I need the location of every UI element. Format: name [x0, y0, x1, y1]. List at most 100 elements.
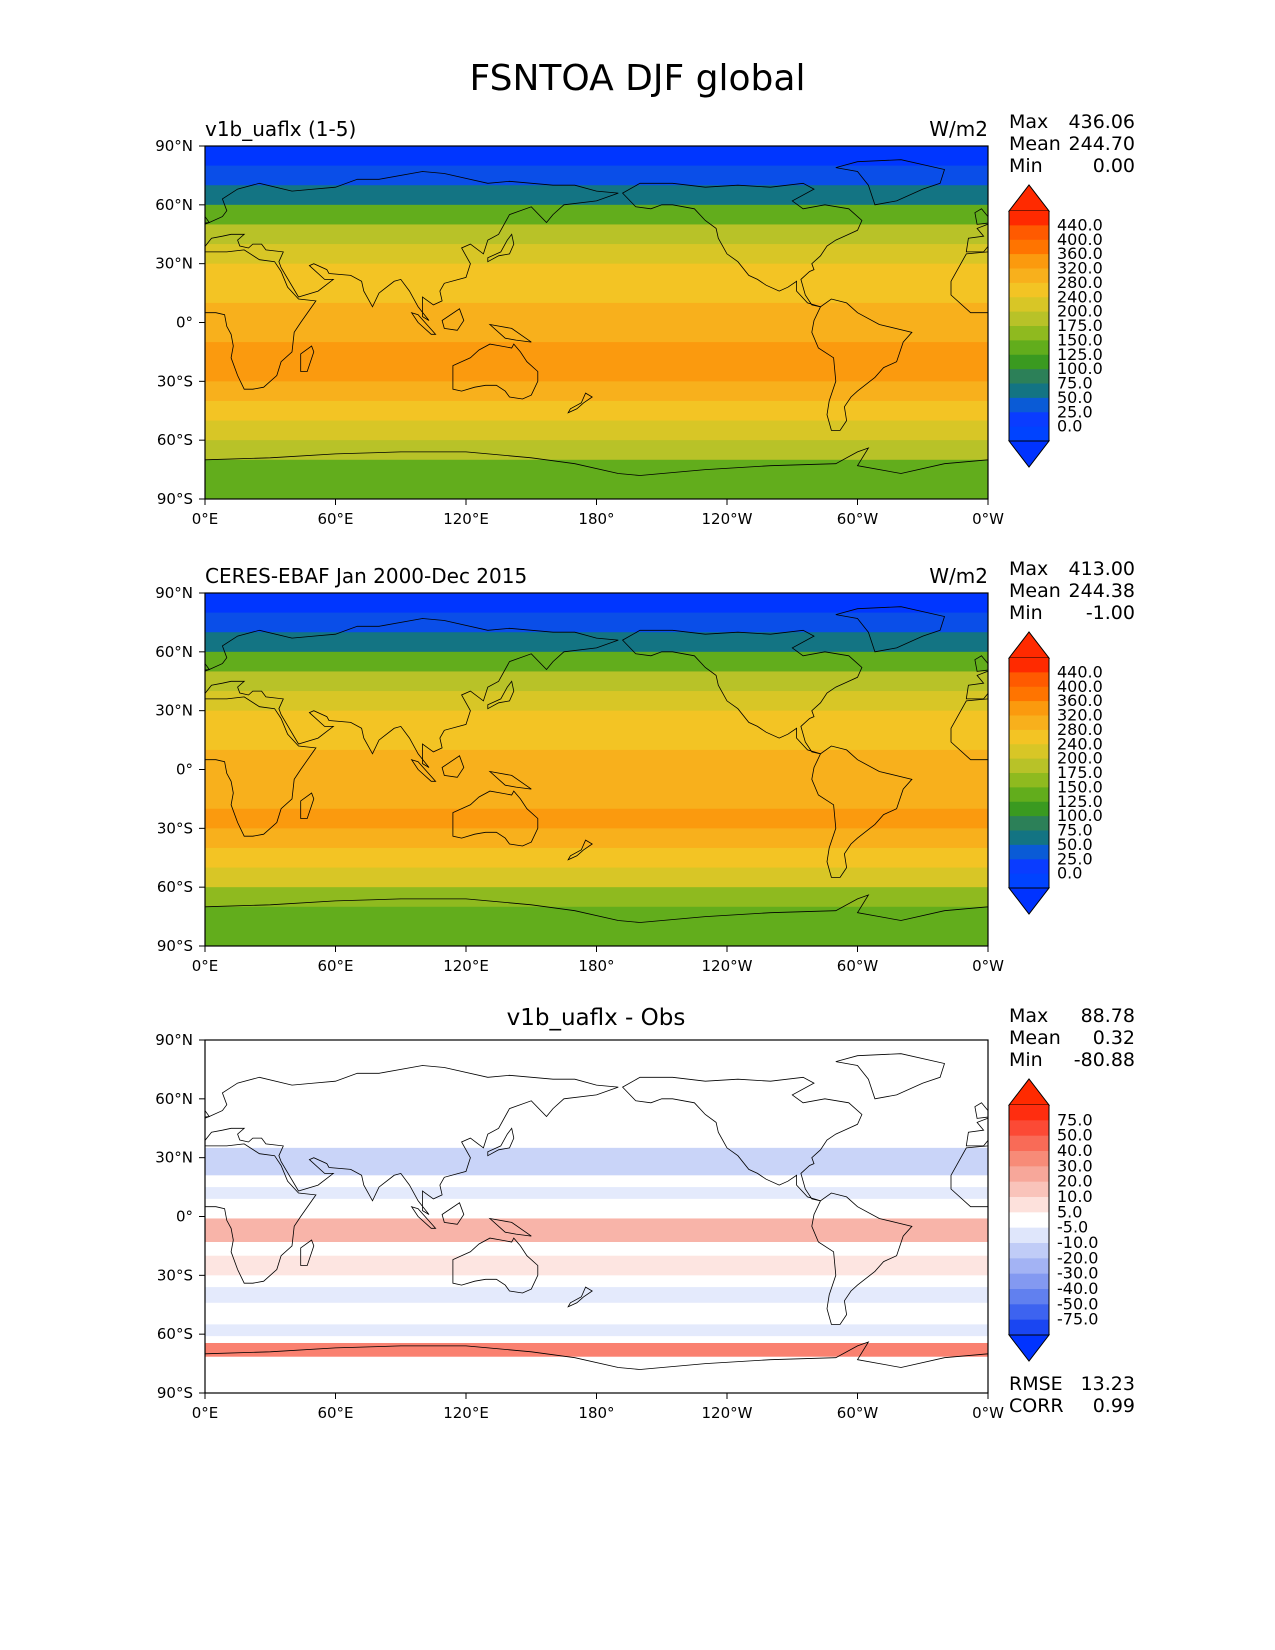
- colorbar-swatch: [1009, 254, 1049, 269]
- y-tick-label: 60°S: [157, 878, 193, 896]
- colorbar-label: 40.0: [1057, 1141, 1093, 1160]
- coastline: [950, 251, 988, 314]
- stat-label: Max: [1009, 111, 1049, 133]
- colorbar-label: 400.0: [1057, 230, 1103, 249]
- anomaly-band: [205, 1187, 988, 1199]
- coastline: [1195, 1207, 1219, 1229]
- zonal-band: [205, 381, 988, 402]
- colorbar-swatch: [1009, 1151, 1049, 1167]
- x-tick-label: 120°W: [702, 510, 753, 528]
- colorbar-swatch: [1009, 1273, 1049, 1290]
- stat-label: RMSE: [1009, 1373, 1063, 1395]
- coastline: [621, 182, 863, 308]
- coastline: [1236, 344, 1275, 399]
- colorbar-swatch: [1009, 859, 1049, 875]
- colorbar-label: 30.0: [1057, 1156, 1093, 1175]
- colorbar-swatch: [1009, 1197, 1049, 1213]
- coastline: [1271, 1128, 1275, 1155]
- colorbar-swatch: [1009, 873, 1049, 889]
- zonal-band: [205, 749, 988, 771]
- coastline: [205, 171, 619, 321]
- colorbar-label: 5.0: [1057, 1202, 1082, 1221]
- colorbar-label: -40.0: [1057, 1279, 1098, 1298]
- colorbar-label: 100.0: [1057, 806, 1103, 825]
- coastline: [811, 298, 913, 431]
- stat-value: 436.06: [1068, 111, 1135, 133]
- panel-reference-stats: Max 413.00 Mean 244.38 Min -1.00: [1009, 558, 1135, 624]
- coastline: [1271, 681, 1275, 708]
- zonal-band: [205, 322, 988, 343]
- colorbar-swatch: [1009, 686, 1049, 702]
- y-tick-label: 0°: [176, 761, 193, 779]
- coastline: [974, 208, 988, 225]
- coastlines: [205, 606, 1275, 946]
- colorbar-swatch: [1009, 1181, 1049, 1198]
- coastline: [487, 233, 515, 263]
- x-tick-label: 0°E: [192, 510, 219, 528]
- coastline: [205, 894, 988, 946]
- colorbar-label: 150.0: [1057, 777, 1103, 796]
- coastline: [974, 655, 988, 672]
- panel-difference-plot: 0°E 60°E 120°E 180° 120°W 60°W 0°W 90°N 60°N 30°N…: [155, 1031, 1275, 1422]
- panel-test-stats: Max 436.06 Mean 244.70 Min 0.00: [1009, 111, 1135, 177]
- colorbar-label: 100.0: [1057, 359, 1103, 378]
- colorbar-label: 240.0: [1057, 734, 1103, 753]
- colorbar-swatch: [1009, 1105, 1049, 1121]
- colorbar-label: 0.0: [1057, 864, 1082, 883]
- coastline: [487, 680, 515, 710]
- zonal-band: [205, 420, 988, 441]
- field-background: [205, 1040, 988, 1393]
- x-tick-label: 0°W: [972, 1404, 1004, 1422]
- colorbar-extend-bottom: [1007, 1334, 1051, 1362]
- panel-reference-units: W/m2: [929, 564, 988, 588]
- panel-difference-stats: Max 88.78 Mean 0.32 Min -80.88: [1009, 1005, 1135, 1071]
- y-tick-label: 30°S: [157, 819, 193, 837]
- zonal-band: [205, 926, 988, 946]
- anomaly-band: [205, 1147, 988, 1176]
- zonal-band: [205, 263, 988, 285]
- stat-label: Min: [1009, 155, 1043, 177]
- colorbar-swatch: [1009, 412, 1049, 428]
- colorbar-swatch: [1009, 354, 1049, 370]
- colorbar-label: 50.0: [1057, 388, 1093, 407]
- zonal-band: [205, 440, 988, 461]
- colorbar-swatch: [1009, 1319, 1049, 1336]
- colorbar-swatch: [1009, 830, 1049, 846]
- coastlines: [205, 1053, 1275, 1393]
- stat-value: 244.38: [1068, 580, 1135, 602]
- coastline: [205, 618, 619, 768]
- coastline: [300, 1239, 315, 1266]
- colorbar-swatch: [1009, 268, 1049, 284]
- coastline: [1271, 234, 1275, 261]
- stat-label: Min: [1009, 602, 1043, 624]
- zonal-band: [205, 244, 988, 265]
- colorbar-swatch: [1009, 773, 1049, 788]
- colorbar-extend-bottom: [1007, 440, 1051, 468]
- y-tick-label: 60°N: [155, 643, 193, 661]
- zonal-band: [205, 593, 988, 614]
- colorbar-label: 25.0: [1057, 402, 1093, 421]
- stat-value: 13.23: [1080, 1373, 1135, 1395]
- x-tick-label: 60°W: [837, 1404, 879, 1422]
- coastline: [441, 308, 465, 331]
- colorbar-swatch: [1009, 426, 1049, 442]
- zonal-band: [205, 165, 988, 187]
- y-tick-label: 30°S: [157, 1266, 193, 1284]
- colorbar-label: 25.0: [1057, 849, 1093, 868]
- y-tick-label: 60°N: [155, 1090, 193, 1108]
- coastline: [205, 696, 317, 837]
- anomaly-band: [205, 1324, 988, 1337]
- coastline: [300, 792, 315, 819]
- coastline: [441, 755, 465, 778]
- colorbar-label: -5.0: [1057, 1218, 1088, 1237]
- y-tick-label: 90°S: [157, 1384, 193, 1402]
- colorbar-swatch: [1009, 369, 1049, 384]
- anomaly-band: [205, 1287, 988, 1303]
- colorbar-label: 440.0: [1057, 662, 1103, 681]
- colorbar-label: -10.0: [1057, 1233, 1098, 1252]
- stat-value: 0.00: [1092, 155, 1135, 177]
- coastline: [410, 1205, 437, 1229]
- coastline: [488, 1217, 532, 1237]
- coastline: [410, 758, 437, 782]
- coastline: [441, 1202, 465, 1225]
